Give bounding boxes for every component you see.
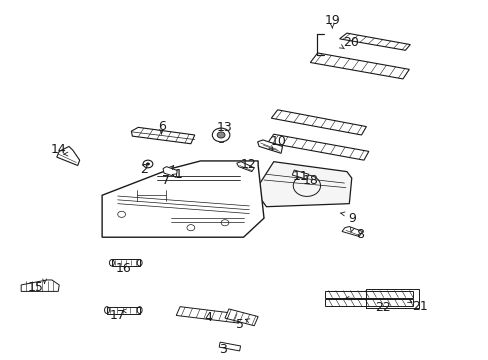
Text: 7: 7	[162, 174, 170, 186]
Polygon shape	[292, 170, 308, 179]
Polygon shape	[325, 291, 412, 297]
Polygon shape	[176, 307, 242, 323]
Text: 2: 2	[141, 163, 148, 176]
Circle shape	[146, 162, 150, 166]
Text: 16: 16	[116, 262, 131, 275]
Polygon shape	[271, 110, 366, 135]
Text: 13: 13	[217, 121, 232, 134]
Polygon shape	[21, 280, 59, 291]
Polygon shape	[163, 167, 177, 177]
Polygon shape	[258, 162, 351, 207]
Polygon shape	[341, 226, 362, 237]
Polygon shape	[131, 127, 194, 144]
Polygon shape	[236, 162, 254, 172]
Text: 12: 12	[240, 158, 256, 171]
Text: 15: 15	[28, 281, 43, 294]
Text: 19: 19	[324, 14, 340, 27]
Text: 20: 20	[342, 36, 358, 49]
Text: 14: 14	[50, 143, 66, 156]
Circle shape	[217, 132, 224, 138]
Polygon shape	[102, 161, 264, 237]
Text: 18: 18	[302, 174, 318, 186]
Text: 21: 21	[411, 300, 427, 313]
Text: 9: 9	[347, 212, 355, 225]
Text: 6: 6	[157, 120, 165, 133]
Text: 4: 4	[203, 311, 211, 324]
Polygon shape	[112, 259, 140, 266]
Polygon shape	[310, 53, 408, 79]
Polygon shape	[57, 147, 80, 166]
Polygon shape	[325, 299, 412, 306]
Polygon shape	[219, 342, 240, 351]
Polygon shape	[224, 309, 258, 326]
Text: 17: 17	[110, 309, 125, 322]
Polygon shape	[107, 307, 140, 314]
Text: 8: 8	[356, 228, 364, 241]
Text: 22: 22	[375, 301, 390, 314]
Text: 10: 10	[270, 135, 286, 148]
Polygon shape	[257, 140, 282, 153]
Text: 1: 1	[174, 168, 182, 181]
Polygon shape	[339, 33, 409, 50]
Polygon shape	[267, 134, 368, 160]
Text: 3: 3	[218, 343, 226, 356]
Text: 11: 11	[292, 170, 308, 183]
Text: 5: 5	[235, 319, 243, 332]
